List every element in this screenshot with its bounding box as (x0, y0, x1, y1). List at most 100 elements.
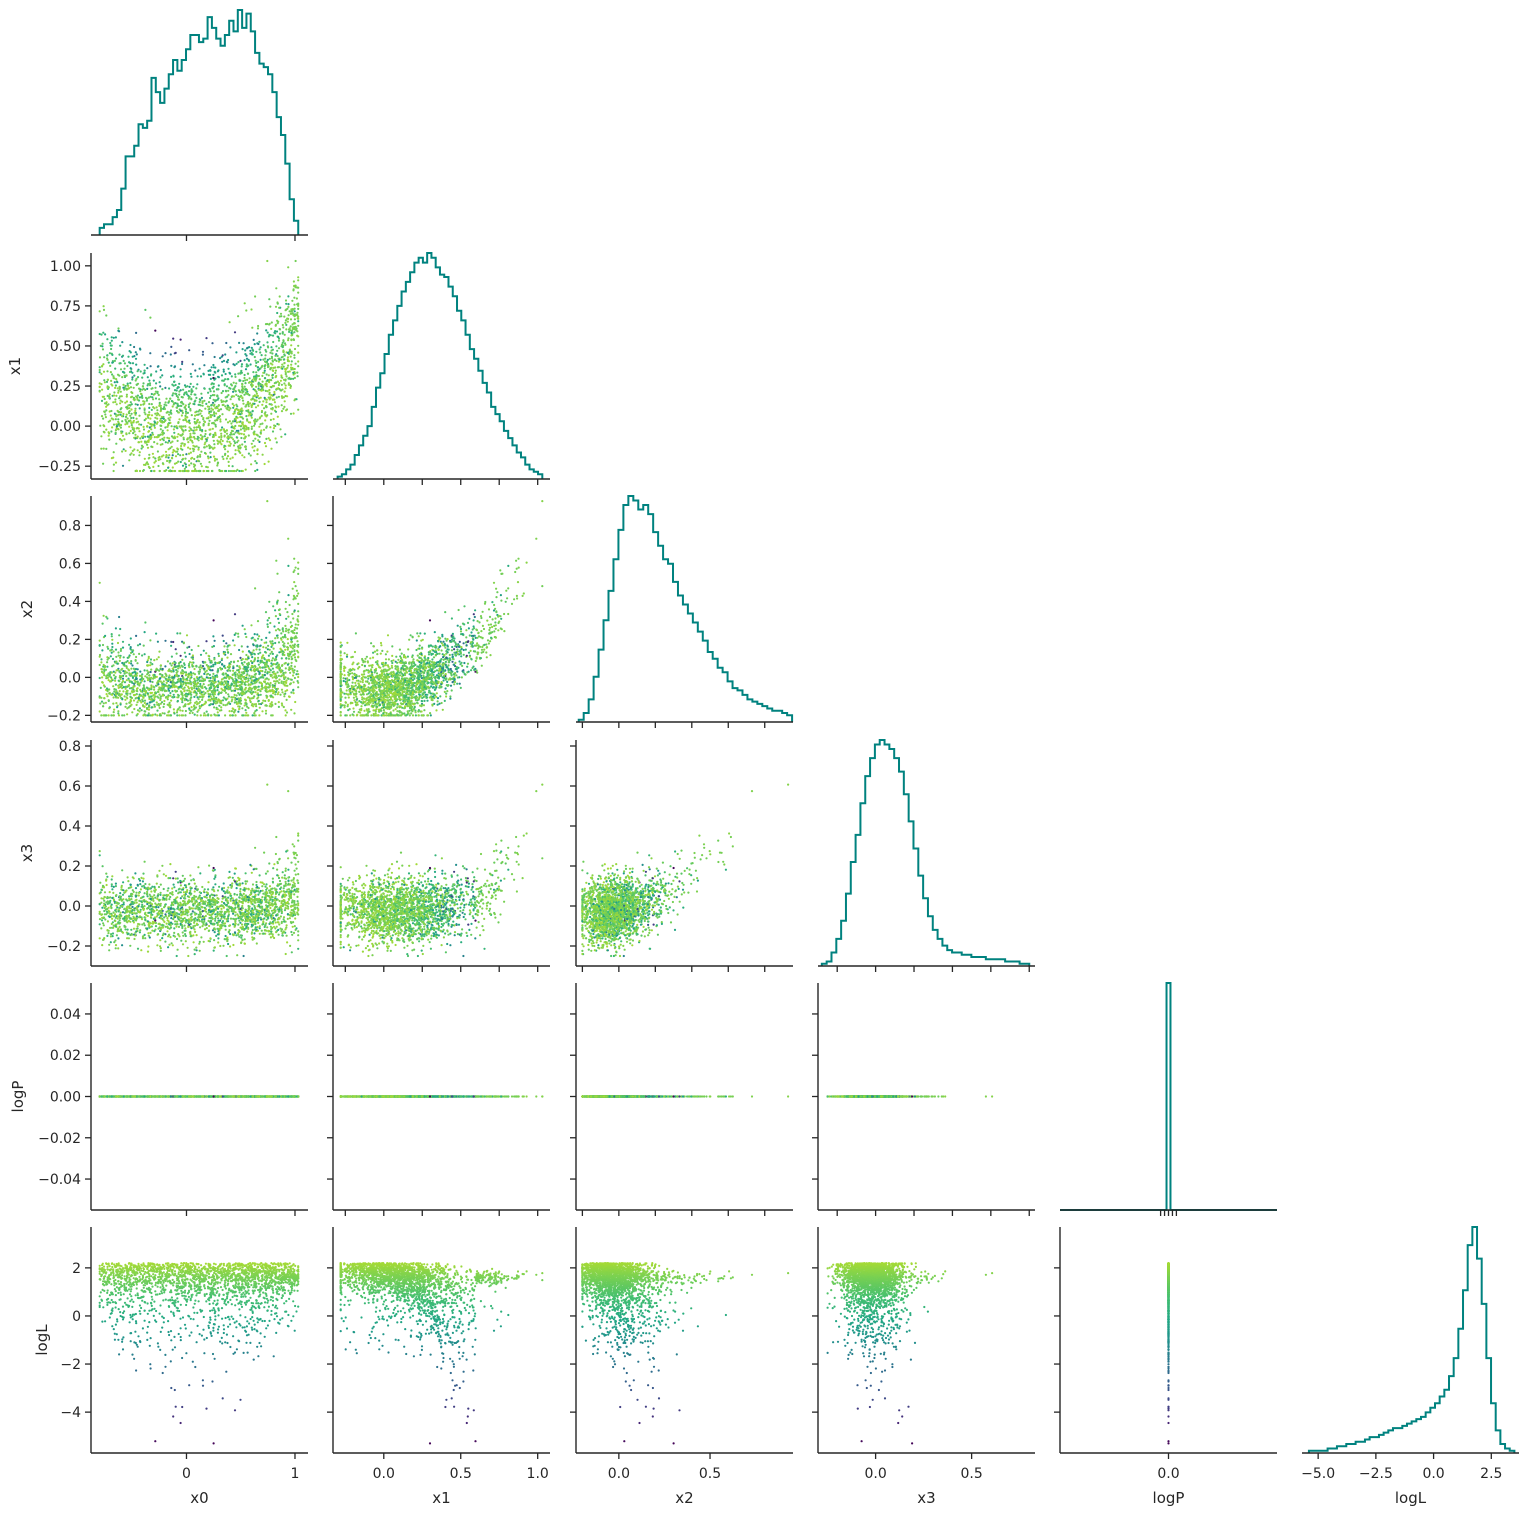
scatter-point (203, 693, 205, 695)
scatter-point (274, 405, 276, 407)
scatter-point (138, 430, 140, 432)
scatter-point (142, 385, 144, 387)
scatter-point (144, 370, 146, 372)
scatter-point (234, 412, 236, 414)
scatter-point (171, 690, 173, 692)
scatter-point (291, 658, 293, 660)
scatter-point (282, 653, 284, 655)
scatter-point (268, 700, 270, 702)
scatter-point (293, 558, 295, 560)
scatter-point (206, 673, 208, 675)
scatter-point (188, 390, 190, 392)
scatter-point (121, 376, 123, 378)
scatter-point (167, 442, 169, 444)
scatter-point (121, 714, 123, 716)
scatter-point (165, 696, 167, 698)
scatter-point (180, 461, 182, 463)
scatter-point (214, 640, 216, 642)
scatter-point (238, 421, 240, 423)
scatter-point (290, 313, 292, 315)
scatter-point (255, 365, 257, 367)
scatter-point (254, 460, 256, 462)
scatter-point (234, 331, 236, 333)
scatter-point (227, 451, 229, 453)
scatter-point (212, 402, 214, 404)
scatter-point (297, 610, 299, 612)
scatter-point (258, 389, 260, 391)
scatter-point (204, 452, 206, 454)
scatter-point (159, 458, 161, 460)
scatter-point (182, 683, 184, 685)
scatter-point (212, 434, 214, 436)
scatter-point (217, 376, 219, 378)
scatter-point (126, 707, 128, 709)
scatter-point (147, 689, 149, 691)
scatter-point (241, 707, 243, 709)
scatter-point (259, 690, 261, 692)
scatter-point (289, 370, 291, 372)
scatter-point (297, 317, 299, 319)
scatter-point (254, 433, 256, 435)
scatter-point (281, 702, 283, 704)
scatter-point (286, 611, 288, 613)
scatter-point (290, 318, 292, 320)
scatter-point (198, 666, 200, 668)
scatter-point (112, 658, 114, 660)
scatter-point (190, 452, 192, 454)
scatter-point (212, 703, 214, 705)
scatter-point (292, 323, 294, 325)
scatter-point (130, 452, 132, 454)
scatter-point (239, 416, 241, 418)
scatter-point (206, 676, 208, 678)
scatter-point (276, 350, 278, 352)
scatter-point (256, 697, 258, 699)
scatter-point (106, 338, 108, 340)
scatter-point (263, 407, 265, 409)
scatter-point (207, 713, 209, 715)
scatter-point (138, 454, 140, 456)
scatter-point (105, 402, 107, 404)
scatter-point (163, 421, 165, 423)
scatter-point (237, 445, 239, 447)
scatter-point (153, 380, 155, 382)
scatter-point (185, 693, 187, 695)
scatter-point (212, 436, 214, 438)
scatter-point (135, 358, 137, 360)
scatter-point (273, 663, 275, 665)
scatter-point (227, 652, 229, 654)
scatter-point (288, 668, 290, 670)
scatter-point (231, 710, 233, 712)
scatter-point (177, 453, 179, 455)
scatter-point (272, 430, 274, 432)
scatter-point (204, 446, 206, 448)
scatter-point (179, 470, 181, 472)
scatter-point (278, 706, 280, 708)
scatter-point (266, 380, 268, 382)
scatter-point (255, 645, 257, 647)
scatter-point (191, 440, 193, 442)
scatter-point (115, 395, 117, 397)
scatter-point (263, 429, 265, 431)
scatter-point (144, 706, 146, 708)
scatter-point (170, 376, 172, 378)
scatter-point (182, 396, 184, 398)
scatter-point (153, 394, 155, 396)
scatter-point (170, 365, 172, 367)
scatter-point (160, 428, 162, 430)
scatter-point (214, 371, 216, 373)
scatter-point (232, 391, 234, 393)
scatter-point (175, 455, 177, 457)
scatter-point (130, 417, 132, 419)
scatter-point (276, 320, 278, 322)
scatter-point (275, 437, 277, 439)
scatter-point (148, 403, 150, 405)
scatter-point (211, 366, 213, 368)
scatter-point (282, 408, 284, 410)
scatter-point (287, 356, 289, 358)
scatter-point (113, 650, 115, 652)
scatter-point (156, 658, 158, 660)
scatter-point (250, 689, 252, 691)
scatter-point (172, 668, 174, 670)
scatter-point (192, 363, 194, 365)
scatter-point (140, 441, 142, 443)
